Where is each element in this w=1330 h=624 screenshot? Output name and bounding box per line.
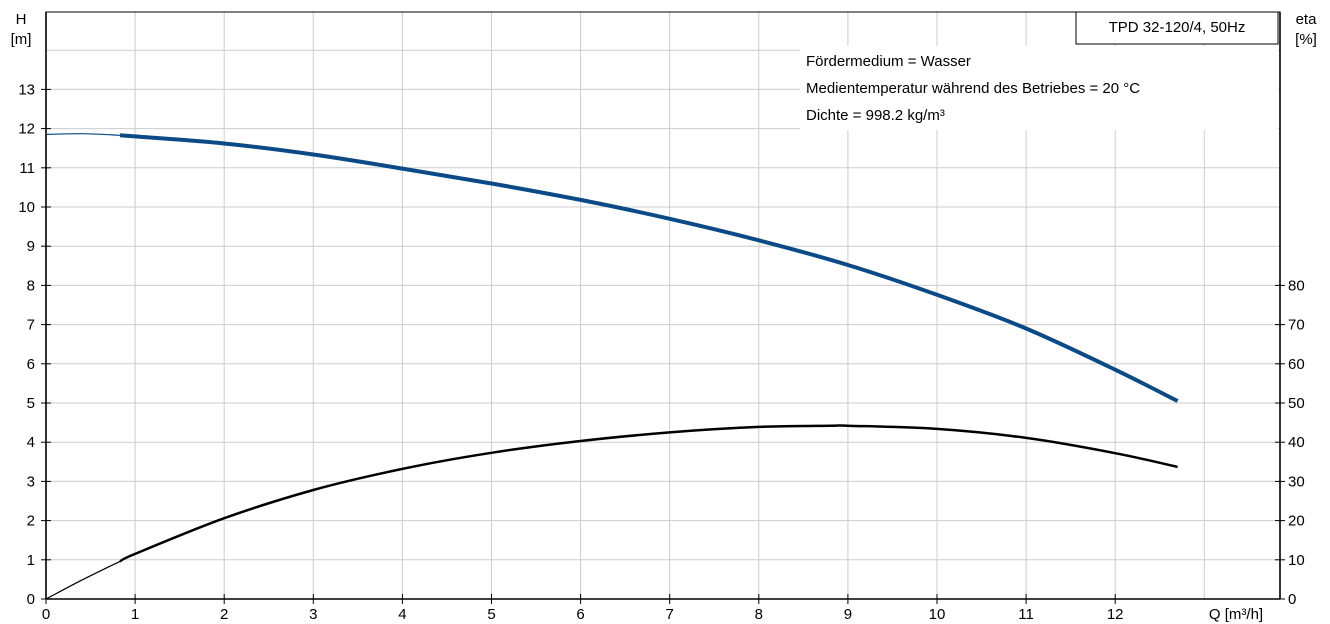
x-tick-label: 3	[309, 606, 317, 623]
y-right-axis-label: eta	[1296, 11, 1318, 28]
efficiency-curve	[119, 424, 1178, 563]
y-right-tick-label: 60	[1288, 356, 1305, 373]
x-tick-label: 1	[131, 606, 139, 623]
y-left-tick-label: 7	[27, 317, 35, 334]
y-left-tick-label: 1	[27, 552, 35, 569]
y-right-axis-unit: [%]	[1295, 31, 1317, 48]
y-right-tick-label: 0	[1288, 591, 1296, 608]
y-right-tick-label: 80	[1288, 277, 1305, 294]
y-left-tick-label: 12	[18, 121, 35, 138]
y-left-tick-label: 2	[27, 513, 35, 530]
y-left-tick-label: 9	[27, 238, 35, 255]
x-tick-label: 2	[220, 606, 228, 623]
info-box-background	[800, 46, 1278, 130]
y-right-tick-label: 70	[1288, 317, 1305, 334]
x-tick-label: 0	[42, 606, 50, 623]
y-right-tick-label: 50	[1288, 395, 1305, 412]
y-left-tick-label: 6	[27, 356, 35, 373]
series	[45, 133, 1179, 600]
x-tick-label: 5	[487, 606, 495, 623]
info-box: Fördermedium = Wasser Medientemperatur w…	[800, 46, 1278, 130]
x-tick-label: 6	[576, 606, 584, 623]
labels: H [m] eta [%] Q [m³/h]	[11, 11, 1318, 623]
efficiency-curve-extension	[45, 560, 121, 600]
title-box-frame	[1075, 11, 1279, 45]
x-tick-label: 8	[755, 606, 763, 623]
x-tick-label: 4	[398, 606, 406, 623]
y-left-tick-label: 0	[27, 591, 35, 608]
info-line-medium: Fördermedium = Wasser	[806, 53, 971, 70]
head-curve	[119, 133, 1179, 403]
y-right-tick-label: 10	[1288, 552, 1305, 569]
y-left-tick-label: 8	[27, 277, 35, 294]
x-tick-label: 12	[1107, 606, 1124, 623]
x-tick-label: 7	[666, 606, 674, 623]
head-curve-extension	[45, 133, 121, 136]
y-right-tick-label: 20	[1288, 513, 1305, 530]
y-left-tick-label: 4	[27, 434, 35, 451]
chart-title: TPD 32-120/4, 50Hz	[1109, 19, 1246, 36]
y-left-axis-label: H	[16, 11, 27, 28]
x-tick-label: 9	[844, 606, 852, 623]
y-left-tick-label: 13	[18, 81, 35, 98]
x-tick-label: 10	[929, 606, 946, 623]
info-line-temperature: Medientemperatur während des Betriebes =…	[806, 80, 1140, 97]
y-left-tick-label: 5	[27, 395, 35, 412]
title-box: TPD 32-120/4, 50Hz	[1075, 11, 1279, 45]
y-right-tick-label: 40	[1288, 434, 1305, 451]
y-left-tick-label: 3	[27, 473, 35, 490]
info-line-density: Dichte = 998.2 kg/m³	[806, 107, 945, 124]
y-left-tick-label: 11	[19, 160, 35, 177]
y-left-axis-unit: [m]	[11, 31, 32, 48]
x-axis-label: Q [m³/h]	[1209, 606, 1263, 623]
x-tick-label: 11	[1018, 606, 1034, 623]
y-right-tick-label: 30	[1288, 473, 1305, 490]
y-left-tick-label: 10	[18, 199, 35, 216]
axes: 0 1 2 3 4 5 6 7 8 9 10 11 12012345678910111213010203…	[18, 11, 1305, 623]
